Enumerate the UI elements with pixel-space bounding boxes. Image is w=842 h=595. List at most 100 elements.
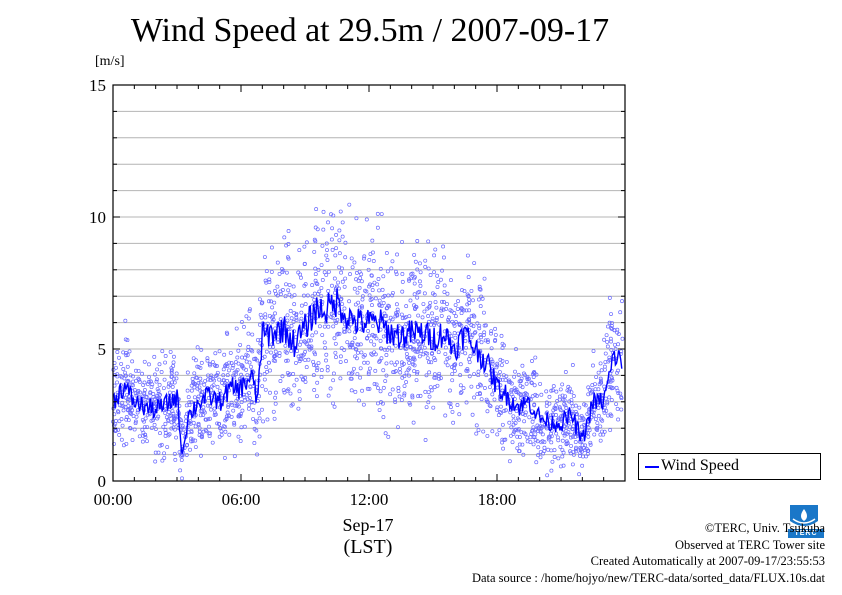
data-point (137, 379, 142, 384)
data-point (555, 399, 560, 404)
data-point (588, 440, 593, 445)
data-point (161, 424, 166, 429)
data-point (153, 427, 158, 431)
data-point (476, 369, 481, 374)
data-point (396, 425, 400, 430)
data-point (560, 438, 565, 443)
data-point (478, 392, 482, 397)
data-point (154, 379, 159, 384)
data-point (304, 240, 309, 245)
data-point (443, 352, 448, 356)
data-point (518, 395, 523, 400)
data-point (477, 323, 482, 328)
data-point (277, 271, 282, 276)
data-point (132, 427, 137, 432)
data-point (467, 308, 472, 313)
data-point (515, 446, 520, 451)
data-point (368, 282, 373, 287)
data-point (328, 386, 333, 391)
data-point (423, 264, 428, 269)
data-point (402, 384, 407, 388)
data-point (225, 331, 230, 336)
data-point (530, 359, 534, 363)
data-point (297, 389, 302, 394)
data-point (171, 376, 176, 381)
data-point (609, 347, 614, 352)
data-point (517, 435, 522, 439)
data-point (493, 332, 498, 337)
data-point (322, 340, 327, 345)
data-point (320, 278, 325, 282)
data-point (434, 315, 439, 320)
data-point (217, 349, 222, 354)
data-point (495, 363, 500, 368)
data-point (325, 364, 330, 369)
data-point (588, 442, 593, 447)
data-point (384, 314, 389, 318)
data-point (393, 269, 398, 274)
data-point (426, 319, 431, 324)
data-point (509, 388, 514, 393)
data-point (498, 357, 503, 362)
data-point (171, 360, 176, 365)
data-point (173, 457, 178, 462)
data-point (121, 404, 126, 409)
data-point (360, 294, 365, 299)
data-point (319, 368, 324, 373)
data-point (544, 403, 549, 408)
data-point (482, 323, 487, 328)
data-point (519, 430, 524, 435)
data-point (399, 312, 404, 317)
data-point (157, 382, 162, 387)
data-point (347, 202, 352, 207)
data-point (610, 327, 614, 331)
data-point (465, 302, 470, 307)
data-point (510, 440, 515, 445)
data-point (381, 368, 386, 373)
data-point (424, 405, 429, 410)
data-point (571, 452, 576, 457)
data-point (411, 420, 416, 425)
data-point (495, 405, 500, 410)
data-point (427, 394, 432, 399)
data-point (370, 288, 375, 293)
data-point (528, 440, 533, 444)
data-point (222, 352, 227, 357)
data-point (524, 381, 529, 386)
data-point (436, 280, 441, 285)
data-point (201, 429, 206, 434)
data-point (608, 336, 613, 341)
data-point (247, 403, 252, 408)
data-point (569, 390, 574, 395)
data-point (348, 272, 352, 277)
data-point (372, 280, 377, 285)
data-point (187, 400, 192, 405)
data-point (511, 418, 516, 423)
data-point (612, 342, 617, 347)
data-point (270, 319, 275, 324)
data-point (209, 407, 214, 412)
data-point (217, 434, 222, 439)
data-point (437, 371, 442, 376)
data-point (394, 302, 399, 307)
data-point (395, 252, 399, 257)
data-point (417, 345, 422, 350)
data-point (563, 431, 568, 436)
data-point (616, 391, 621, 396)
data-point (199, 453, 203, 458)
data-point (463, 338, 468, 343)
data-point (324, 358, 328, 363)
data-point (467, 357, 471, 362)
data-point (285, 313, 290, 318)
data-point (578, 453, 582, 458)
data-point (288, 391, 293, 396)
data-point (162, 377, 167, 382)
data-point (357, 398, 361, 403)
data-point (580, 443, 585, 448)
data-point (451, 420, 456, 425)
data-point (477, 326, 482, 331)
data-point (560, 393, 565, 398)
data-point (390, 317, 395, 322)
data-point (560, 448, 565, 452)
data-point (445, 356, 450, 361)
